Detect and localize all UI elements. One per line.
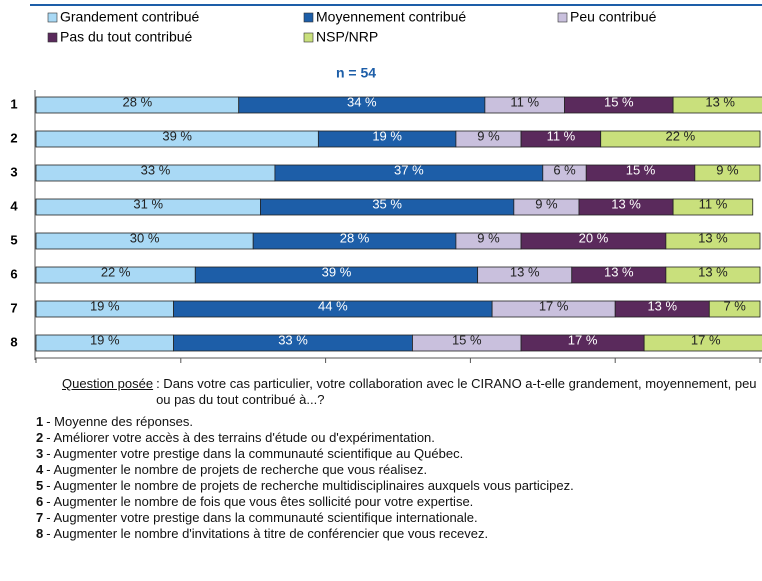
value-label: 7 % bbox=[723, 298, 746, 313]
value-label: 35 % bbox=[372, 196, 402, 211]
value-label: 33 % bbox=[278, 332, 308, 347]
value-label: 22 % bbox=[101, 264, 131, 279]
note-item: 1- Moyenne des réponses. bbox=[36, 414, 758, 430]
bar-segment bbox=[600, 130, 761, 148]
value-label: 15 % bbox=[452, 332, 482, 347]
note-item: 5- Augmenter le nombre de projets de rec… bbox=[36, 478, 758, 494]
y-tick-label: 1 bbox=[10, 96, 17, 111]
legend-swatch bbox=[47, 12, 58, 23]
legend-swatch bbox=[47, 32, 58, 43]
value-label: 9 % bbox=[716, 162, 739, 177]
note-text: - Augmenter le nombre d'invitations à ti… bbox=[46, 526, 489, 541]
bar-segment bbox=[665, 232, 761, 250]
y-tick-label: 4 bbox=[10, 198, 18, 213]
value-label: 17 % bbox=[691, 332, 721, 347]
value-label: 28 % bbox=[340, 230, 370, 245]
value-label: 11 % bbox=[510, 94, 539, 109]
value-label: 13 % bbox=[604, 264, 634, 279]
value-label: 15 % bbox=[626, 162, 656, 177]
note-text: - Augmenter le nombre de projets de rech… bbox=[46, 478, 574, 493]
legend-label: NSP/NRP bbox=[316, 29, 378, 45]
note-number: 8 bbox=[36, 526, 44, 541]
value-label: 20 % bbox=[579, 230, 609, 245]
legend-swatch bbox=[303, 12, 314, 23]
value-label: 22 % bbox=[666, 128, 696, 143]
y-tick-label: 5 bbox=[10, 232, 17, 247]
y-tick-label: 7 bbox=[10, 300, 17, 315]
note-number: 3 bbox=[36, 446, 44, 461]
legend-label: Pas du tout contribué bbox=[60, 29, 193, 45]
value-label: 9 % bbox=[477, 128, 500, 143]
note-text: - Augmenter le nombre de projets de rech… bbox=[46, 462, 428, 477]
value-label: 6 % bbox=[553, 162, 576, 177]
y-tick-label: 2 bbox=[10, 130, 17, 145]
legend-swatch bbox=[557, 12, 568, 23]
bar-segment bbox=[708, 300, 761, 318]
question-text: : Dans votre cas particulier, votre coll… bbox=[156, 376, 757, 407]
value-label: 34 % bbox=[347, 94, 377, 109]
note-item: 2- Améliorer votre accès à des terrains … bbox=[36, 430, 758, 446]
value-label: 9 % bbox=[477, 230, 500, 245]
note-text: - Améliorer votre accès à des terrains d… bbox=[46, 430, 435, 445]
y-tick-label: 8 bbox=[10, 334, 17, 349]
notes: Question posée: Dans votre cas particuli… bbox=[36, 376, 758, 542]
legend-label: Peu contribué bbox=[570, 9, 657, 25]
legend-swatch bbox=[303, 32, 314, 43]
value-label: 28 % bbox=[123, 94, 153, 109]
value-label: 17 % bbox=[568, 332, 598, 347]
value-label: 33 % bbox=[141, 162, 171, 177]
value-label: 15 % bbox=[604, 94, 634, 109]
value-label: 19 % bbox=[372, 128, 402, 143]
y-tick-label: 3 bbox=[10, 164, 17, 179]
value-label: 13 % bbox=[647, 298, 677, 313]
bar-segment bbox=[672, 96, 762, 114]
note-number: 4 bbox=[36, 462, 44, 477]
note-text: - Augmenter le nombre de fois que vous ê… bbox=[46, 494, 474, 509]
value-label: 44 % bbox=[318, 298, 348, 313]
bar-segment bbox=[694, 164, 761, 182]
value-label: 19 % bbox=[90, 332, 120, 347]
note-item: 8- Augmenter le nombre d'invitations à t… bbox=[36, 526, 758, 542]
chart-title: n = 54 bbox=[336, 65, 376, 81]
value-label: 39 % bbox=[322, 264, 352, 279]
note-number: 7 bbox=[36, 510, 44, 525]
value-label: 30 % bbox=[130, 230, 160, 245]
bar-segment bbox=[672, 198, 754, 216]
value-label: 13 % bbox=[698, 264, 728, 279]
note-number: 2 bbox=[36, 430, 44, 445]
note-text: - Augmenter votre prestige dans la commu… bbox=[46, 446, 464, 461]
note-number: 6 bbox=[36, 494, 44, 509]
value-label: 11 % bbox=[699, 196, 728, 211]
legend-label: Moyennement contribué bbox=[316, 9, 466, 25]
note-number: 1 bbox=[36, 414, 44, 429]
note-text: - Moyenne des réponses. bbox=[46, 414, 193, 429]
note-number: 5 bbox=[36, 478, 44, 493]
y-tick-label: 6 bbox=[10, 266, 17, 281]
value-label: 13 % bbox=[698, 230, 728, 245]
value-label: 13 % bbox=[705, 94, 735, 109]
value-label: 37 % bbox=[394, 162, 424, 177]
note-text: - Augmenter votre prestige dans la commu… bbox=[46, 510, 478, 525]
value-label: 13 % bbox=[510, 264, 540, 279]
note-item: 6- Augmenter le nombre de fois que vous … bbox=[36, 494, 758, 510]
value-label: 31 % bbox=[133, 196, 163, 211]
question-label: Question posée bbox=[62, 376, 154, 391]
legend-label: Grandement contribué bbox=[60, 9, 200, 25]
bar-segment bbox=[665, 266, 761, 284]
items: 1- Moyenne des réponses. 2- Améliorer vot… bbox=[36, 414, 758, 542]
note-item: 3- Augmenter votre prestige dans la comm… bbox=[36, 446, 758, 462]
note-item: 7- Augmenter votre prestige dans la comm… bbox=[36, 510, 758, 526]
question: Question posée: Dans votre cas particuli… bbox=[62, 376, 758, 408]
chart: n = 54 Grandement contribué Moyennement c… bbox=[10, 4, 762, 363]
note-item: 4- Augmenter le nombre de projets de rec… bbox=[36, 462, 758, 478]
bar-segment bbox=[643, 334, 762, 352]
value-label: 17 % bbox=[539, 298, 569, 313]
value-label: 11 % bbox=[547, 128, 576, 143]
value-label: 19 % bbox=[90, 298, 120, 313]
value-label: 9 % bbox=[535, 196, 558, 211]
value-label: 13 % bbox=[611, 196, 641, 211]
value-label: 39 % bbox=[162, 128, 192, 143]
